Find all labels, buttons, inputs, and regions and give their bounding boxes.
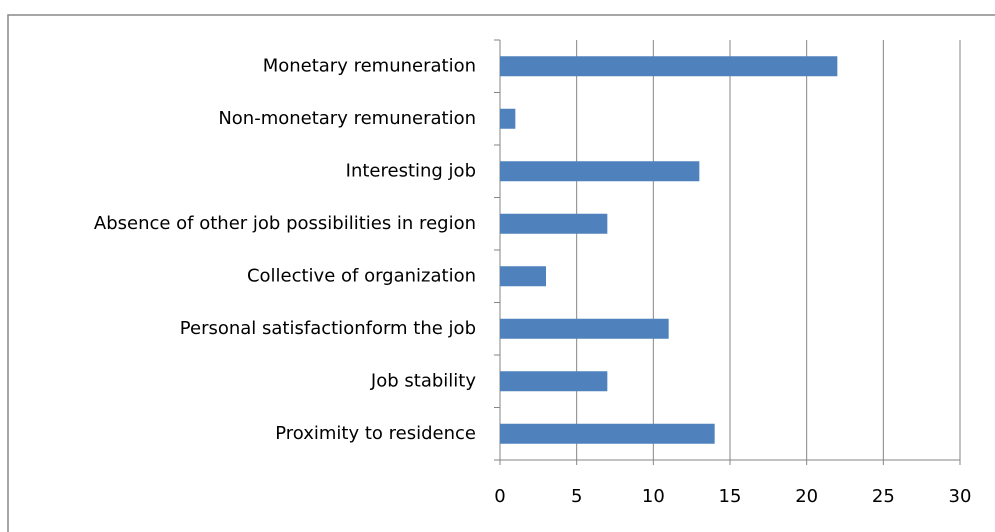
y-tick-label: Collective of organization (247, 265, 476, 286)
y-tick-label: Absence of other job possibilities in re… (94, 213, 476, 234)
x-tick-label: 0 (494, 486, 505, 507)
x-tick-label: 5 (571, 486, 582, 507)
x-tick-label: 15 (719, 486, 742, 507)
bar (500, 108, 516, 129)
x-tick-label: 20 (795, 486, 818, 507)
bar (500, 371, 608, 392)
bar (500, 213, 608, 234)
bar (500, 423, 715, 444)
x-tick-label: 10 (642, 486, 665, 507)
y-tick-label: Job stability (370, 370, 476, 391)
y-tick-label: Monetary remuneration (263, 55, 476, 76)
x-tick-label: 25 (872, 486, 895, 507)
bar (500, 161, 700, 182)
y-tick-label: Personal satisfactionform the job (180, 318, 476, 339)
y-tick-label: Interesting job (346, 160, 476, 181)
bar (500, 266, 546, 287)
bar (500, 56, 838, 77)
bar (500, 318, 669, 339)
y-tick-label: Proximity to residence (275, 423, 476, 444)
x-tick-label: 30 (949, 486, 972, 507)
y-tick-label: Non-monetary remuneration (218, 108, 476, 129)
chart-border (7, 14, 995, 532)
